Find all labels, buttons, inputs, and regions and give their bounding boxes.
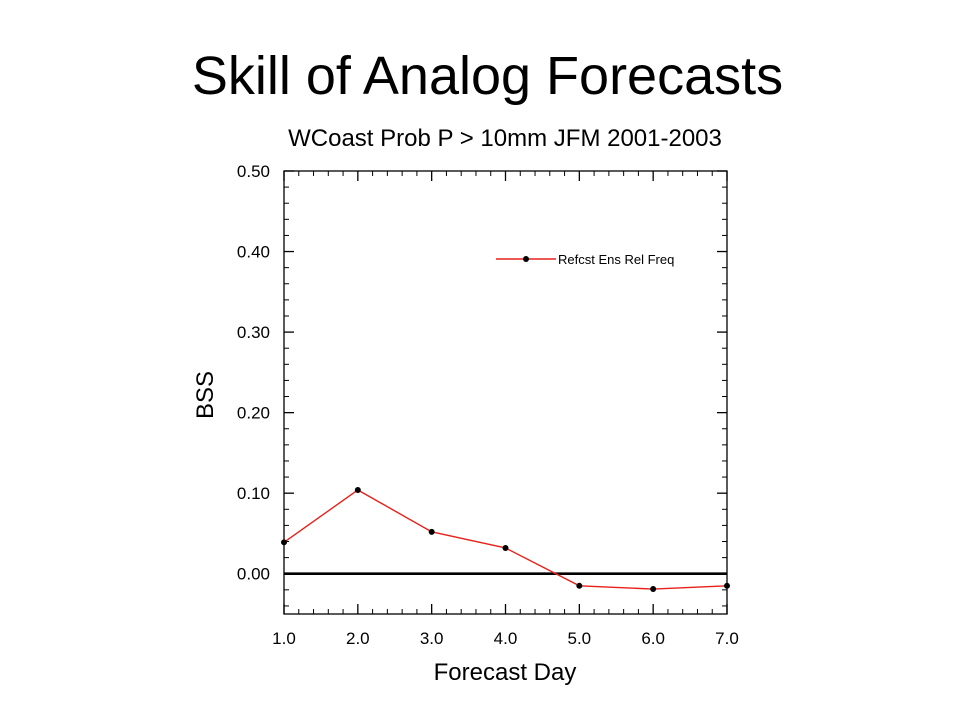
- slide-title: Skill of Analog Forecasts: [191, 46, 784, 106]
- legend-label: Refcst Ens Rel Freq: [558, 252, 674, 267]
- x-tick-label: 4.0: [494, 629, 518, 648]
- x-tick-label: 3.0: [420, 629, 444, 648]
- legend: Refcst Ens Rel Freq: [496, 252, 674, 267]
- x-axis-label: Forecast Day: [434, 659, 577, 686]
- y-axis-label: BSS: [192, 371, 219, 419]
- x-tick-label: 5.0: [568, 629, 592, 648]
- data-point: [502, 544, 509, 551]
- data-point: [354, 486, 361, 493]
- tick-labels: 1.0 2.0 3.0 4.0 5.0 6.0 7.0 0.00 0.10 0.20 0.30 0.4…: [237, 162, 739, 648]
- legend-marker: [523, 256, 529, 262]
- y-tick-label: 0.00: [237, 565, 270, 584]
- plot-frame: [283, 170, 728, 615]
- y-tick-label: 0.20: [237, 404, 270, 423]
- data-point: [428, 528, 435, 535]
- series-layer: [281, 486, 730, 593]
- chart-title: WCoast Prob P > 10mm JFM 2001-2003: [288, 125, 722, 152]
- x-tick-label: 1.0: [272, 629, 296, 648]
- x-tick-label: 7.0: [715, 629, 739, 648]
- y-tick-label: 0.50: [237, 162, 270, 181]
- y-tick-label: 0.30: [237, 323, 270, 342]
- y-tick-label: 0.40: [237, 243, 270, 262]
- y-tick-label: 0.10: [237, 484, 270, 503]
- x-tick-label: 2.0: [346, 629, 370, 648]
- data-point: [650, 586, 657, 593]
- x-tick-label: 6.0: [641, 629, 665, 648]
- data-point: [576, 582, 583, 589]
